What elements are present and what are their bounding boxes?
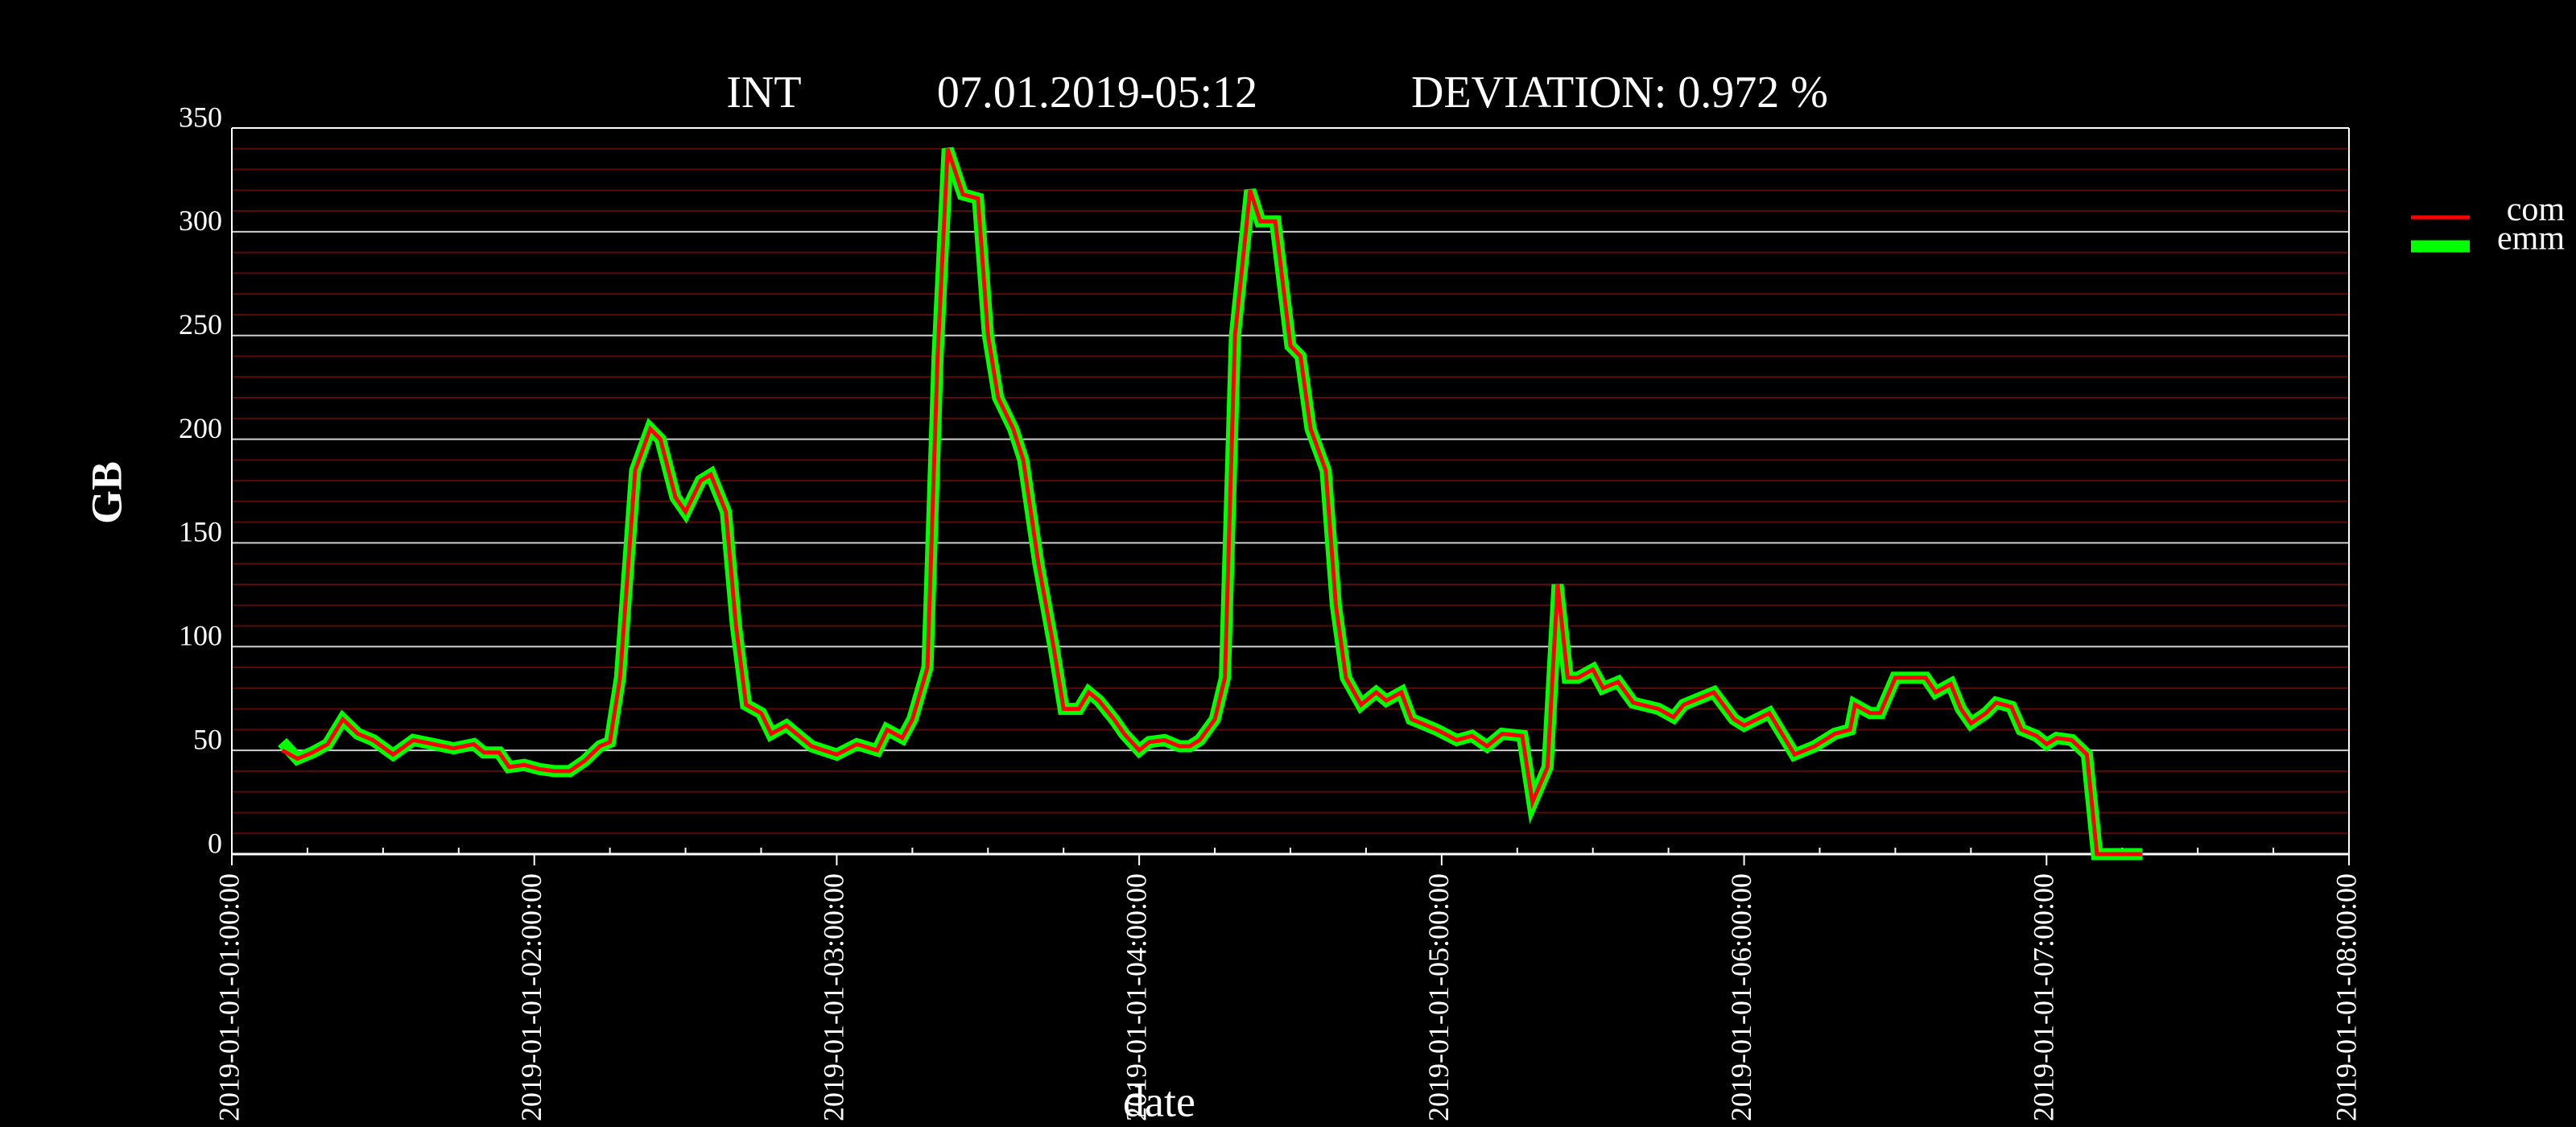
y-tick-label: 0 — [208, 827, 222, 859]
x-tick-label: 2019-01-01-02:00:00 — [515, 873, 547, 1121]
y-tick-label: 100 — [179, 620, 222, 652]
legend-label: emm — [2497, 221, 2565, 258]
x-tick-label: 2019-01-01-03:00:00 — [818, 873, 850, 1121]
x-tick-label: 2019-01-01-04:00:00 — [1120, 873, 1152, 1121]
deviation-annotation: DEVIATION: 0.972 % — [1411, 68, 1828, 118]
y-tick-label: 200 — [179, 412, 222, 444]
x-axis-label: date — [1123, 1077, 1195, 1125]
x-tick-label: 2019-01-01-01:00:00 — [213, 873, 245, 1121]
y-axis-label: GB — [82, 461, 130, 524]
y-tick-label: 300 — [179, 204, 222, 237]
x-tick-label: 2019-01-01-06:00:00 — [1725, 873, 1757, 1121]
legend-label: com — [2507, 192, 2566, 229]
y-tick-label: 50 — [193, 723, 222, 755]
y-tick-label: 350 — [179, 101, 222, 133]
x-tick-label: 2019-01-01-07:00:00 — [2028, 873, 2060, 1121]
x-tick-label: 2019-01-01-08:00:00 — [2330, 873, 2362, 1121]
x-tick-label: 2019-01-01-05:00:00 — [1422, 873, 1455, 1121]
series-line — [281, 148, 2143, 857]
chart-title: INT — [726, 68, 801, 118]
chart-subtitle: 07.01.2019-05:12 — [937, 68, 1257, 118]
y-tick-label: 150 — [179, 516, 222, 548]
y-tick-label: 250 — [179, 308, 222, 341]
